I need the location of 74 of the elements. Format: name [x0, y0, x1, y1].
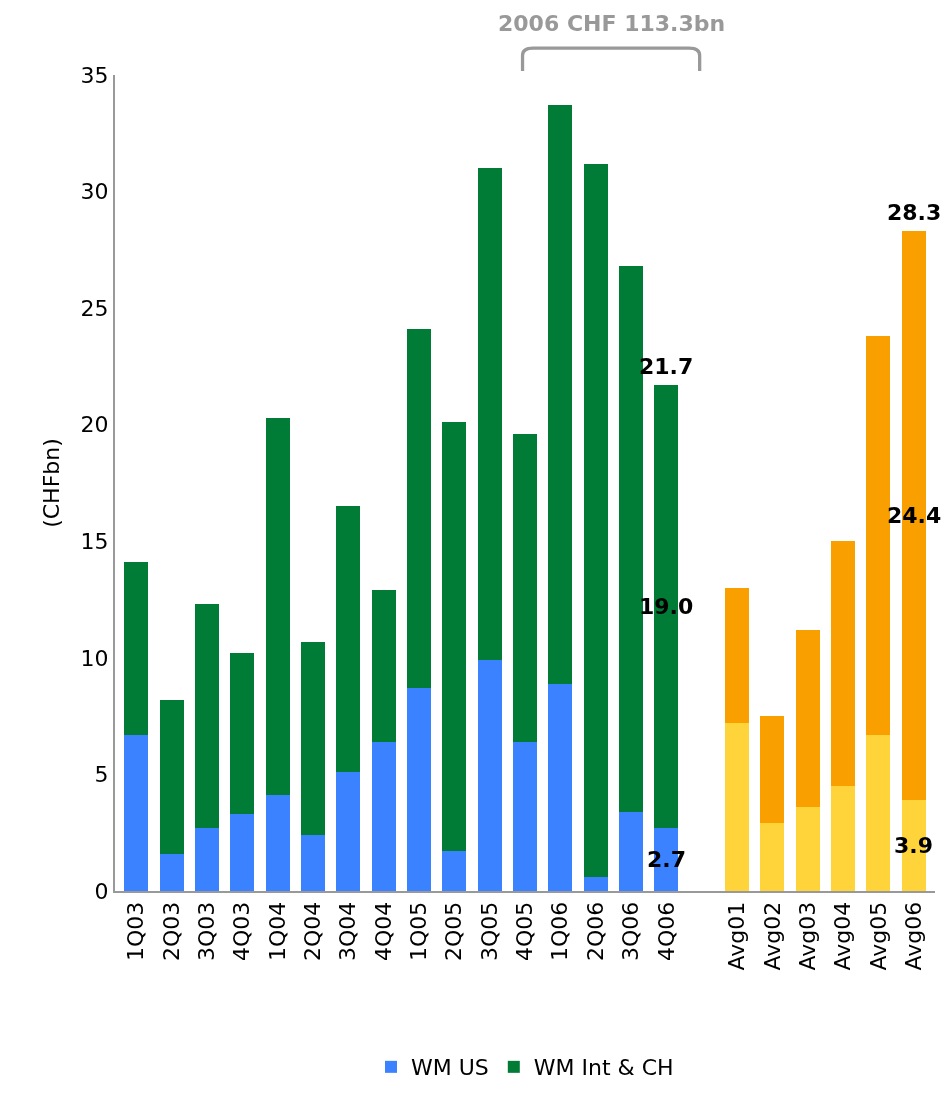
x-tick-label: Avg03	[794, 901, 820, 971]
bar	[159, 853, 184, 891]
x-tick-label: 3Q05	[476, 901, 502, 962]
bar	[477, 660, 502, 891]
bar	[194, 604, 219, 829]
bar	[124, 734, 149, 891]
bar	[583, 877, 608, 891]
x-tick-label: Avg04	[830, 901, 856, 971]
y-tick-label: 25	[80, 295, 109, 321]
bar	[371, 590, 396, 742]
bar	[194, 828, 219, 891]
x-tick-label: 2Q04	[300, 901, 326, 962]
bar	[795, 629, 820, 808]
x-tick-label: 3Q03	[194, 901, 220, 962]
bar	[548, 105, 573, 684]
bar	[442, 851, 467, 891]
text: 2006 CHF 113.3bn	[498, 11, 726, 36]
bar	[230, 814, 255, 891]
legend-label: WM Int & CH	[533, 1055, 674, 1081]
bar	[406, 688, 431, 891]
bar	[124, 562, 149, 735]
bar	[548, 683, 573, 891]
bar	[725, 587, 750, 724]
bar	[760, 823, 785, 891]
bar	[300, 641, 325, 836]
data-label: 19.0	[639, 594, 694, 619]
x-tick-label: 1Q06	[547, 901, 573, 962]
y-tick-label: 15	[80, 528, 109, 554]
bar	[442, 422, 467, 852]
bar	[512, 741, 538, 891]
x-tick-label: Avg05	[865, 901, 891, 971]
x-tick-label: 4Q04	[370, 901, 396, 962]
bar	[230, 653, 255, 815]
legend-label: WM US	[411, 1055, 489, 1081]
x-tick-label: 2Q03	[158, 901, 184, 962]
x-tick-label: 4Q06	[653, 901, 679, 962]
bar	[159, 699, 184, 854]
bar	[583, 163, 608, 878]
x-tick-label: 1Q03	[123, 901, 149, 962]
bar	[406, 329, 431, 689]
y-tick-label: 5	[94, 762, 109, 788]
y-axis-title: (CHFbn)	[38, 438, 64, 528]
x-tick-label: 2Q05	[441, 901, 467, 962]
x-tick-label: Avg02	[759, 901, 785, 971]
y-tick-label: 35	[80, 62, 109, 88]
bar	[725, 723, 750, 891]
bar	[619, 811, 644, 891]
bar	[300, 835, 325, 891]
bar	[760, 716, 785, 824]
x-tick-label: 4Q03	[229, 901, 255, 962]
bar	[371, 741, 396, 891]
bar	[477, 168, 502, 661]
bar	[265, 417, 290, 796]
bar	[866, 734, 891, 891]
bar	[336, 772, 361, 891]
total-label: 28.3	[887, 200, 942, 225]
bar	[831, 541, 856, 787]
bar	[336, 506, 361, 773]
y-tick-label: 20	[80, 412, 109, 438]
x-tick-label: 2Q06	[582, 901, 608, 962]
y-tick-label: 30	[80, 179, 109, 205]
y-tick-label: 0	[94, 878, 109, 904]
bar	[265, 795, 290, 891]
x-tick-label: 3Q04	[335, 901, 361, 962]
bar	[795, 807, 820, 891]
x-tick-label: Avg01	[724, 901, 750, 971]
x-tick-label: 4Q05	[512, 901, 538, 962]
bar	[831, 786, 856, 891]
bar	[512, 434, 538, 742]
x-tick-label: 1Q04	[264, 901, 290, 962]
x-tick-label: 1Q05	[406, 901, 432, 962]
x-tick-label: 3Q06	[618, 901, 644, 962]
y-tick-label: 10	[80, 645, 109, 671]
x-tick-label: Avg06	[900, 901, 926, 971]
